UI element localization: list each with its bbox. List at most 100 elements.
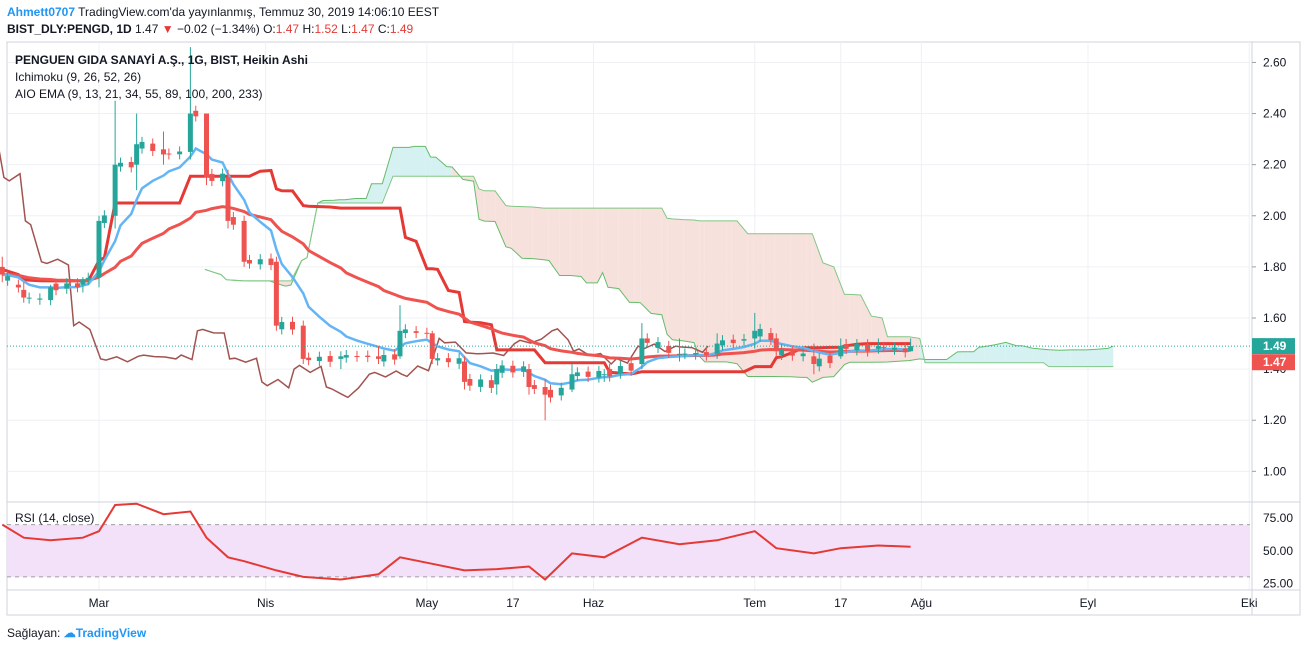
author-name[interactable]: Ahmett0707 <box>7 5 76 19</box>
candle-body <box>128 161 134 168</box>
candle-body <box>462 361 467 382</box>
candle-body <box>225 177 231 221</box>
cloud-segment <box>661 208 668 335</box>
chikou-span <box>0 151 709 399</box>
candle-body <box>693 352 699 355</box>
candle-body <box>526 369 532 387</box>
cloud-segment <box>1059 349 1071 367</box>
candle-body <box>343 355 349 358</box>
candle-body <box>445 358 451 363</box>
cloud-segment <box>532 207 544 260</box>
candle-body <box>800 353 806 357</box>
cloud-segment <box>726 220 732 363</box>
cloud-segment <box>398 147 410 177</box>
time-tick-label: Tem <box>743 596 766 610</box>
cloud-segment <box>548 208 560 276</box>
candle-body <box>773 338 779 352</box>
candle-body <box>150 143 156 151</box>
cloud-segment <box>511 206 522 259</box>
candle-body <box>596 370 602 378</box>
cloud-segment <box>436 157 447 177</box>
time-tick-label: 17 <box>834 596 848 610</box>
candle-body <box>644 338 650 343</box>
cloud-segment <box>1048 349 1060 367</box>
cloud-segment <box>1097 348 1108 367</box>
candle-body <box>601 374 607 376</box>
symbol-name[interactable]: BIST_DLY:PENGD, 1D <box>7 22 132 36</box>
cloud-segment <box>699 220 705 362</box>
rsi-tick-label: 75.00 <box>1263 511 1293 525</box>
rsi-tick-label: 50.00 <box>1263 544 1293 558</box>
candle-body <box>741 339 747 341</box>
current-price-badge <box>1252 354 1295 371</box>
candle-body <box>569 374 575 390</box>
cloud-segment <box>484 190 496 222</box>
cloud-segment <box>946 351 958 363</box>
cloud-segment <box>672 218 684 341</box>
cloud-segment <box>995 342 1006 363</box>
cloud-segment <box>925 359 936 363</box>
candle-body <box>96 220 102 278</box>
candle-body <box>75 283 80 288</box>
cloud-segment <box>790 233 802 378</box>
candle-body <box>789 351 795 356</box>
candle-body <box>365 355 371 358</box>
candle-body <box>257 259 263 265</box>
ichimoku-legend[interactable]: Ichimoku (9, 26, 52, 26) <box>15 70 141 84</box>
candle-body <box>703 352 709 356</box>
candle-body <box>816 358 822 367</box>
candle-body <box>429 333 435 359</box>
cloud-segment <box>780 233 791 377</box>
low-value: 1.47 <box>351 22 375 36</box>
logo-text: TradingView <box>75 626 147 640</box>
cloud-segment <box>978 346 985 363</box>
cloud-segment <box>597 208 603 283</box>
candle-body <box>827 355 833 364</box>
cloud-segment <box>640 208 651 314</box>
candle-body <box>48 287 54 301</box>
open-label: O: <box>263 22 276 36</box>
time-tick-label: Eki <box>1241 596 1258 610</box>
cloud-segment <box>984 344 995 363</box>
ema-legend[interactable]: AIO EMA (9, 13, 21, 34, 55, 89, 100, 200… <box>15 87 263 101</box>
candle-body <box>548 389 553 398</box>
cloud-segment <box>425 146 431 177</box>
cloud-segment <box>1032 348 1044 363</box>
rsi-legend[interactable]: RSI (14, close) <box>15 511 94 525</box>
time-tick-label: Eyl <box>1080 596 1097 610</box>
candle-body <box>230 217 236 225</box>
time-tick-label: Nis <box>257 596 274 610</box>
axes: 2.602.402.202.001.801.601.401.201.00MarN… <box>7 42 1300 615</box>
candle-body <box>714 343 720 354</box>
candle-body <box>193 110 199 117</box>
cloud-segment <box>651 208 662 315</box>
candle-body <box>290 321 295 330</box>
candle-body <box>381 355 387 362</box>
ema-fast-line <box>2 146 911 386</box>
candle-body <box>338 356 344 359</box>
last-price-badge-label: 1.49 <box>1263 339 1287 353</box>
rsi-tick-label: 25.00 <box>1263 576 1293 590</box>
cloud-segment <box>774 233 780 377</box>
tradingview-logo[interactable]: ☁TradingView <box>64 626 146 640</box>
cloud-segment <box>505 205 512 249</box>
cloud-segment <box>667 218 673 340</box>
cloud-logo-icon: ☁ <box>63 626 76 640</box>
cloud-segment <box>355 198 367 203</box>
candle-body <box>300 325 306 359</box>
candle-body <box>279 322 285 330</box>
cloud-segment <box>1086 349 1098 367</box>
kijun-sen <box>1 168 911 376</box>
cloud-segment <box>462 176 474 182</box>
header-line-2: BIST_DLY:PENGD, 1D 1.47 ▼ −0.02 (−1.34%)… <box>7 22 413 36</box>
cloud-segment <box>495 190 506 247</box>
cloud-segment <box>581 208 587 283</box>
cloud-segment <box>629 208 635 303</box>
candle-body <box>531 385 537 389</box>
candle-body <box>779 349 785 355</box>
cloud-segment <box>543 208 549 261</box>
candle-body <box>112 164 118 216</box>
cloud-segment <box>1070 349 1081 367</box>
candle-body <box>220 173 226 182</box>
